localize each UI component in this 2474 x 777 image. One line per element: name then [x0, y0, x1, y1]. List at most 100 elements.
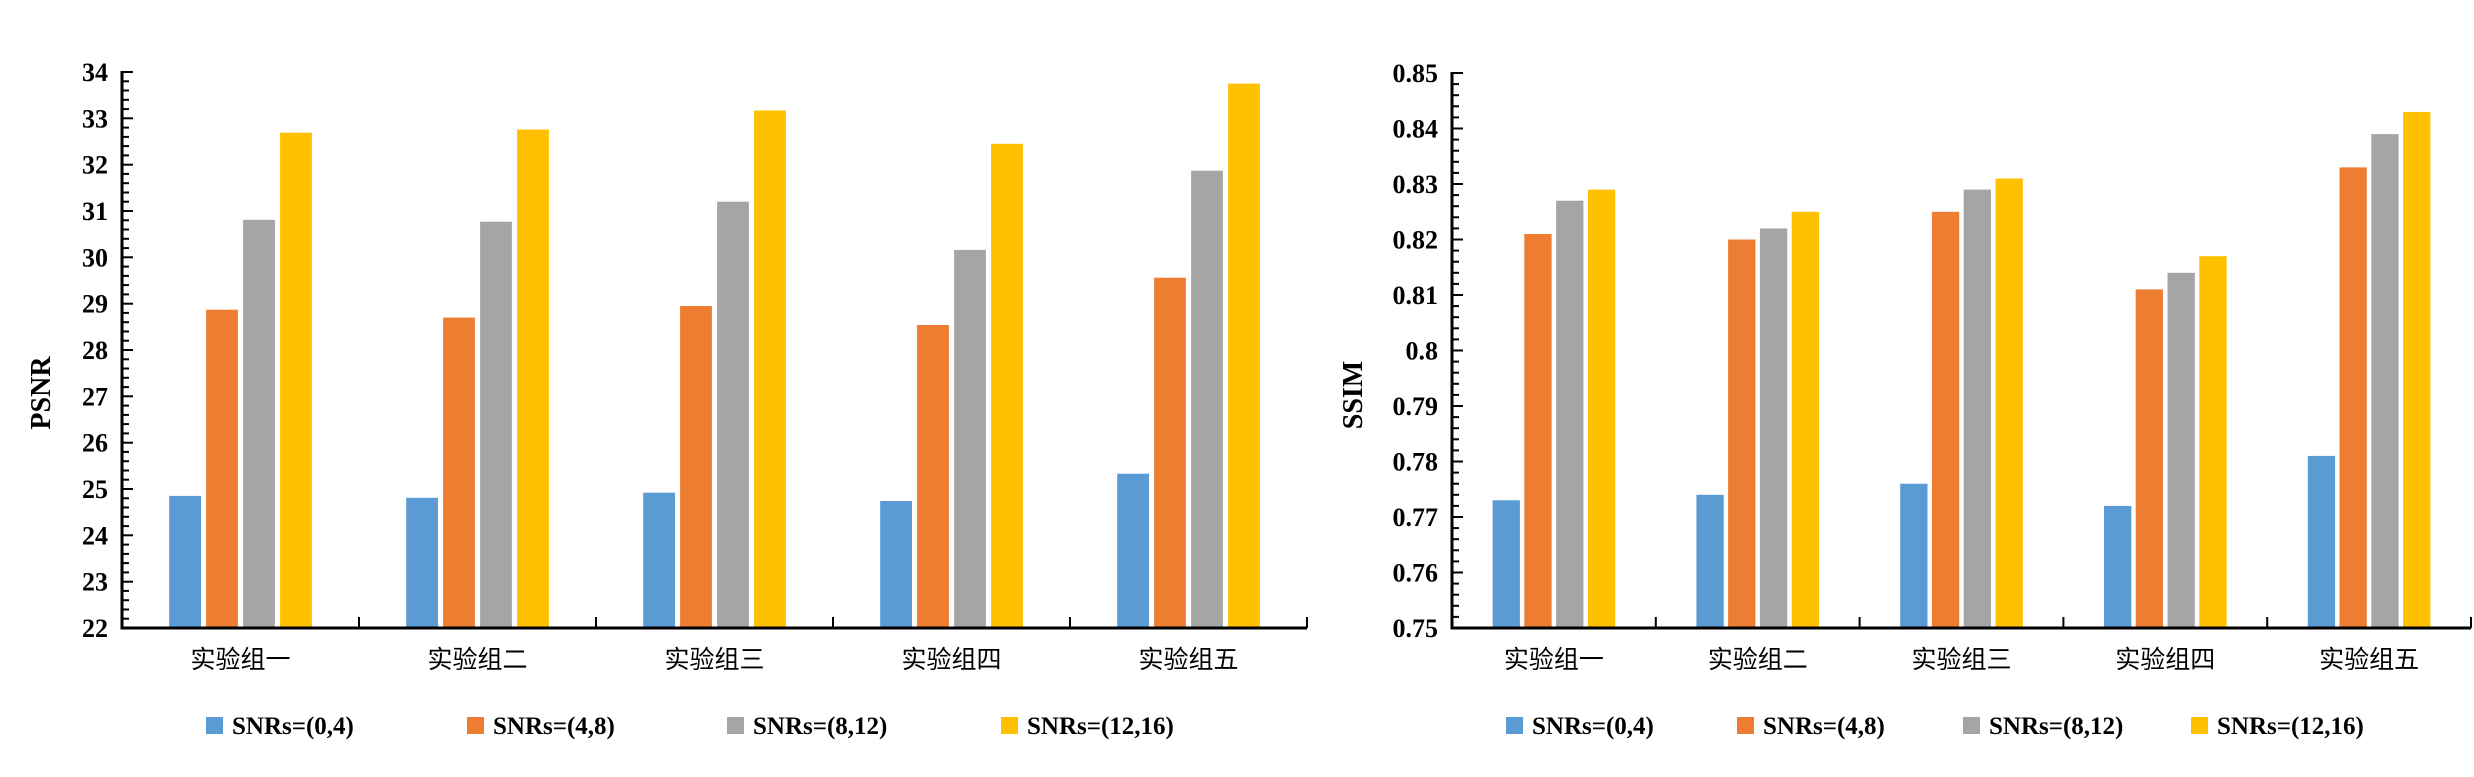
bar-0-3 [880, 501, 912, 628]
bar-1-2 [680, 306, 712, 628]
y-axis-title: SSIM [1338, 361, 1369, 429]
y-tick-label: 24 [82, 521, 108, 550]
y-tick-label: 0.8 [1406, 337, 1439, 366]
bar-2-4 [1191, 170, 1223, 628]
legend-label: SNRs=(0,4) [232, 713, 354, 740]
bar-3-1 [1791, 211, 1819, 629]
bar-0-1 [406, 497, 438, 628]
bar-1-4 [2339, 167, 2367, 628]
y-tick-label: 33 [82, 104, 108, 133]
x-category-label: 实验组一 [190, 645, 290, 674]
y-tick-label: 0.82 [1393, 226, 1439, 255]
legend-label: SNRs=(12,16) [2217, 713, 2364, 740]
psnr-chart: 22 23 24 25 26 27 28 29 30 31 32 33 34 实验组一 实验组二 实验组三 实验… [26, 58, 1308, 740]
legend-item: SNRs=(8,12) [727, 713, 887, 740]
y-tick-label: 29 [82, 290, 108, 319]
bar-0-2 [643, 492, 675, 628]
y-tick-label: 0.77 [1393, 503, 1439, 532]
legend-swatch [467, 717, 484, 734]
legend-label: SNRs=(4,8) [1763, 713, 1885, 740]
y-tick-label: 34 [82, 58, 108, 87]
legend-swatch [1001, 717, 1018, 734]
legend-item: SNRs=(0,4) [1506, 713, 1654, 740]
bar-3-3 [2199, 256, 2227, 628]
bar-1-0 [1524, 234, 1552, 628]
y-tick-label: 32 [82, 151, 108, 180]
legend-label: SNRs=(8,12) [1989, 713, 2123, 740]
bar-1-2 [1931, 211, 1960, 629]
bar-1-0 [206, 309, 238, 628]
bar-1-4 [1154, 277, 1186, 628]
bar-2-1 [480, 221, 512, 628]
legend-swatch [1506, 717, 1523, 734]
legend-swatch [1963, 717, 1980, 734]
bar-0-4 [2307, 455, 2336, 628]
x-category-label: 实验组五 [1138, 645, 1238, 674]
bar-3-4 [2403, 111, 2431, 628]
legend: SNRs=(0,4) SNRs=(4,8) SNRs=(8,12) SNRs=(12,… [1506, 713, 2364, 740]
bar-2-3 [2167, 272, 2195, 628]
y-tick-label: 0.83 [1393, 170, 1439, 199]
y-tick-label: 26 [82, 429, 108, 458]
y-tick-label: 0.76 [1393, 559, 1439, 588]
y-tick-label: 30 [82, 243, 108, 272]
bar-0-0 [1492, 500, 1520, 628]
x-category-label: 实验组五 [2319, 645, 2419, 674]
legend-item: SNRs=(4,8) [1737, 713, 1885, 740]
x-category-label: 实验组三 [1911, 645, 2011, 674]
bar-2-2 [1963, 189, 1991, 628]
bar-0-3 [2104, 505, 2132, 628]
legend-label: SNRs=(8,12) [753, 713, 887, 740]
legend-item: SNRs=(12,16) [2191, 713, 2364, 740]
bar-1-3 [2135, 289, 2163, 628]
bar-3-2 [754, 110, 786, 628]
x-category-label: 实验组二 [427, 645, 527, 674]
y-tick-label: 31 [82, 197, 108, 226]
y-tick-label: 0.75 [1393, 614, 1439, 643]
legend-swatch [206, 717, 223, 734]
bar-3-2 [1995, 178, 2023, 628]
legend-label: SNRs=(4,8) [493, 713, 615, 740]
legend-swatch [727, 717, 744, 734]
legend-item: SNRs=(8,12) [1963, 713, 2123, 740]
x-category-label: 实验组四 [2115, 645, 2215, 674]
x-category-label: 实验组一 [1504, 645, 1604, 674]
legend-item: SNRs=(4,8) [467, 713, 615, 740]
y-tick-label: 25 [82, 475, 108, 504]
legend-item: SNRs=(12,16) [1001, 713, 1174, 740]
y-tick-label: 0.85 [1393, 59, 1439, 88]
bar-1-1 [1728, 239, 1756, 628]
legend-item: SNRs=(0,4) [206, 713, 354, 740]
x-category-label: 实验组三 [664, 645, 764, 674]
bar-2-2 [717, 201, 749, 628]
y-tick-label: 0.78 [1393, 448, 1439, 477]
bar-2-4 [2371, 134, 2399, 628]
bar-0-1 [1696, 494, 1724, 628]
bar-3-4 [1228, 83, 1260, 629]
legend-swatch [1737, 717, 1754, 734]
bar-2-0 [1556, 200, 1584, 628]
legend-label: SNRs=(0,4) [1532, 713, 1654, 740]
y-tick-label: 28 [82, 336, 108, 365]
y-tick-label: 0.79 [1393, 392, 1439, 421]
bar-1-1 [443, 317, 475, 628]
y-tick-label: 27 [82, 382, 108, 411]
y-tick-label: 0.84 [1393, 115, 1439, 144]
bar-2-3 [954, 249, 986, 628]
bar-2-0 [243, 219, 275, 629]
legend-label: SNRs=(12,16) [1027, 713, 1174, 740]
bar-2-1 [1759, 228, 1788, 628]
bar-3-0 [1587, 189, 1616, 628]
bar-3-3 [991, 143, 1023, 629]
x-category-label: 实验组四 [901, 645, 1001, 674]
bar-0-2 [1900, 483, 1928, 628]
bar-3-0 [280, 132, 312, 628]
y-axis-title: PSNR [26, 356, 57, 430]
y-tick-label: 23 [82, 568, 108, 597]
bar-3-1 [517, 129, 549, 628]
legend-swatch [2191, 717, 2208, 734]
ssim-chart: 0.75 0.76 0.77 0.78 0.79 0.8 0.81 0.82 0.83 0.84 0… [1338, 59, 2472, 740]
bar-0-4 [1117, 473, 1149, 628]
y-tick-label: 0.81 [1393, 281, 1439, 310]
